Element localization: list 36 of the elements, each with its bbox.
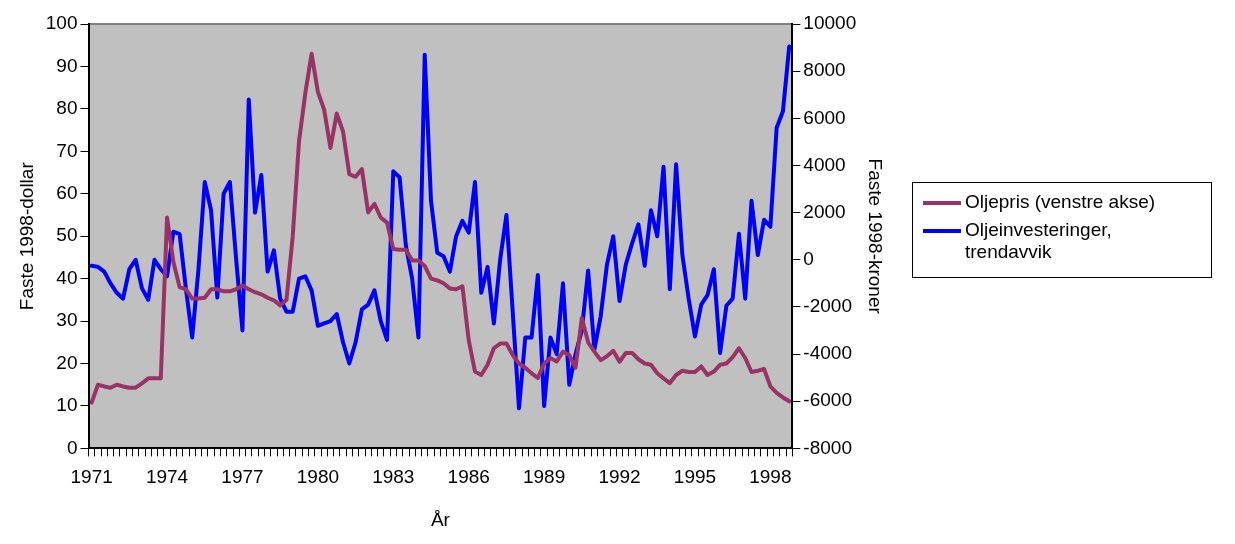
y2-tick-label: 6000	[803, 106, 846, 128]
x-tick-label: 1992	[598, 466, 641, 488]
y-tick-label: 30	[56, 309, 78, 331]
x-tick-label: 1989	[522, 466, 566, 488]
y-tick-label: 40	[56, 266, 78, 288]
x-tick-label: 1983	[372, 466, 415, 488]
y2-tick-label: -2000	[803, 295, 852, 317]
y2-tick-label: 0	[803, 248, 814, 270]
y2-tick-label: 8000	[803, 59, 846, 81]
x-tick-label: 1986	[447, 466, 490, 488]
x-tick-label: 1971	[70, 466, 113, 488]
legend-label: Oljeinvesteringer, trendavvik	[965, 219, 1113, 263]
y2-tick-label: -8000	[803, 436, 852, 458]
x-tick-label: 1974	[145, 466, 189, 488]
legend-label: Oljepris (venstre akse)	[965, 191, 1157, 213]
x-tick-label: 1995	[673, 466, 717, 488]
y2-axis-title: Faste 1998-kroner	[865, 158, 887, 315]
y-tick-label: 50	[56, 224, 78, 246]
y2-tick-label: 10000	[803, 12, 857, 34]
x-tick-label: 1998	[749, 466, 792, 488]
y2-tick-label: 2000	[803, 200, 846, 222]
y-tick-label: 10	[56, 394, 78, 416]
y2-tick-label: -6000	[803, 389, 852, 411]
x-tick-label: 1977	[221, 466, 264, 488]
y2-tick-label: -4000	[803, 342, 852, 364]
y-tick-label: 0	[66, 436, 78, 458]
x-tick-label: 1980	[296, 466, 340, 488]
x-axis-title: År	[430, 508, 451, 530]
y2-tick-label: 4000	[803, 153, 846, 175]
y-tick-label: 60	[56, 181, 78, 203]
y-tick-label: 80	[56, 97, 78, 119]
y-tick-label: 70	[56, 139, 78, 161]
y-tick-label: 90	[56, 54, 78, 76]
y-tick-label: 100	[45, 12, 78, 34]
y-tick-label: 20	[56, 351, 78, 373]
y-axis-title: Faste 1998-dollar	[15, 161, 37, 311]
